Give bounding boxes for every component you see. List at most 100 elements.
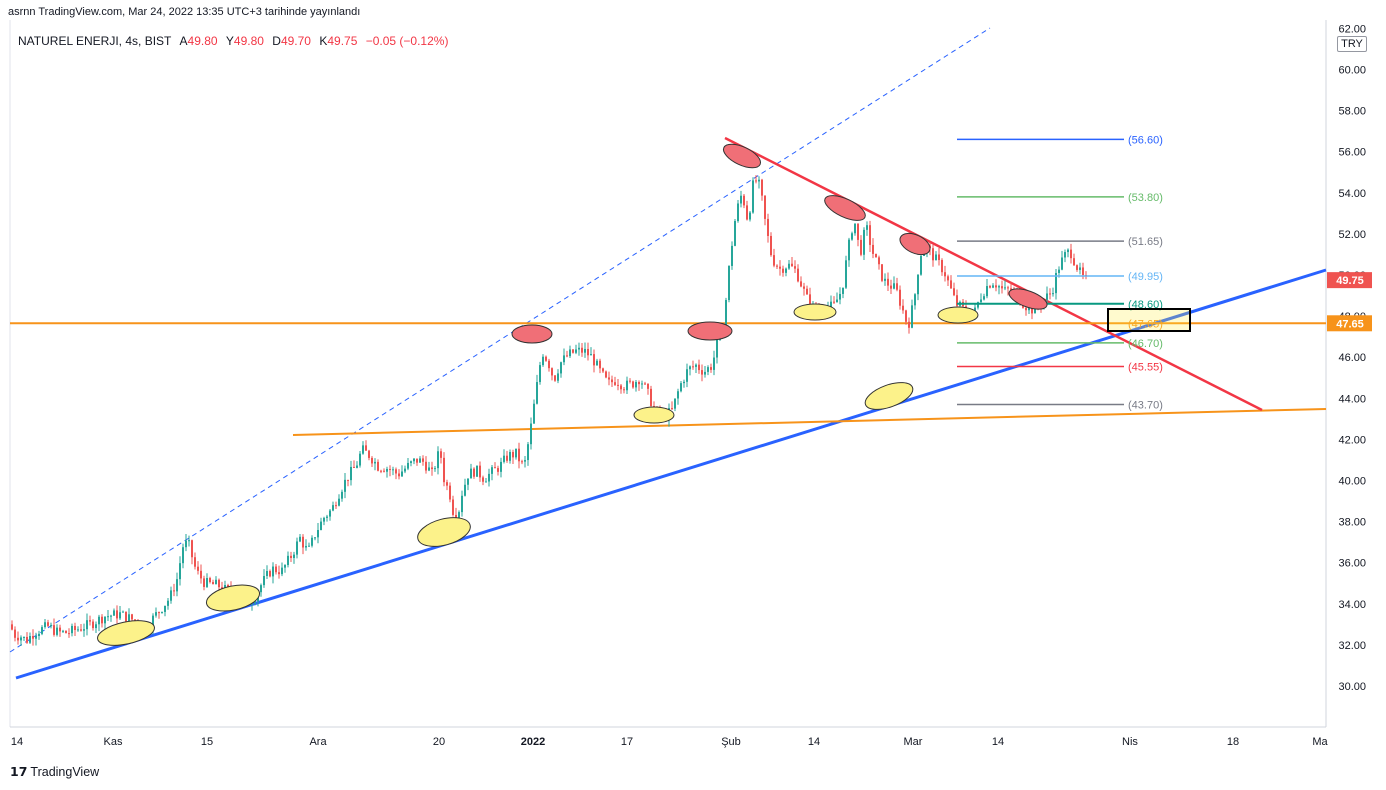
candle-body bbox=[206, 578, 208, 587]
candle-body bbox=[80, 629, 82, 631]
candle-body bbox=[56, 627, 58, 635]
candle-body bbox=[470, 468, 472, 479]
candle-body bbox=[41, 627, 43, 634]
candle-body bbox=[518, 448, 520, 462]
candle-body bbox=[287, 555, 289, 566]
candle-body bbox=[716, 339, 718, 358]
candle-body bbox=[20, 637, 22, 641]
y-tick-label: 32.00 bbox=[1338, 640, 1366, 652]
candle-body bbox=[989, 286, 991, 288]
bounce-marker bbox=[937, 306, 979, 324]
candle-body bbox=[794, 266, 796, 269]
level-label: (51.65) bbox=[1128, 236, 1163, 248]
bounce-marker bbox=[205, 584, 261, 612]
x-tick-label: 14 bbox=[808, 736, 820, 748]
candle-body bbox=[980, 299, 982, 303]
candle-body bbox=[155, 612, 157, 616]
candle-body bbox=[842, 287, 844, 294]
candle-body bbox=[767, 218, 769, 236]
candle-body bbox=[785, 268, 787, 273]
y-tick-label: 34.00 bbox=[1338, 599, 1366, 611]
candle-body bbox=[854, 223, 856, 234]
last-price-badge-text: 49.75 bbox=[1336, 275, 1364, 287]
level-label: (43.70) bbox=[1128, 399, 1163, 411]
candle-body bbox=[608, 377, 610, 380]
y-tick-label: 58.00 bbox=[1338, 106, 1366, 118]
candle-body bbox=[203, 578, 205, 587]
candle-body bbox=[389, 468, 391, 470]
candle-body bbox=[1004, 287, 1006, 289]
x-tick-label: 18 bbox=[1227, 736, 1239, 748]
candle-body bbox=[605, 371, 607, 378]
candle-body bbox=[425, 461, 427, 471]
candle-body bbox=[1055, 272, 1057, 294]
candle-body bbox=[698, 364, 700, 371]
candle-body bbox=[341, 491, 343, 499]
candle-body bbox=[932, 248, 934, 261]
x-tick-label: 14 bbox=[11, 736, 23, 748]
candle-body bbox=[692, 366, 694, 368]
candle-body bbox=[332, 505, 334, 511]
bounce-marker bbox=[97, 620, 155, 646]
low-key: D bbox=[272, 34, 281, 48]
y-tick-label: 36.00 bbox=[1338, 558, 1366, 570]
candle-body bbox=[590, 354, 592, 356]
candle-body bbox=[983, 296, 985, 300]
tradingview-logo[interactable]: 17 TradingView bbox=[10, 764, 99, 779]
candle-body bbox=[461, 495, 463, 513]
candle-body bbox=[881, 264, 883, 281]
candle-body bbox=[170, 590, 172, 601]
y-tick-label: 40.00 bbox=[1338, 476, 1366, 488]
candle-body bbox=[377, 461, 379, 471]
candle-body bbox=[701, 370, 703, 375]
candle-body bbox=[110, 615, 112, 617]
candle-body bbox=[638, 381, 640, 385]
candle-body bbox=[572, 349, 574, 353]
candle-body bbox=[215, 579, 217, 585]
candle-body bbox=[620, 385, 622, 390]
candle-body bbox=[35, 635, 37, 639]
candle-body bbox=[272, 566, 274, 577]
candle-body bbox=[299, 536, 301, 542]
candle-body bbox=[431, 467, 433, 470]
candle-body bbox=[593, 354, 595, 366]
candle-body bbox=[1082, 267, 1084, 276]
candle-body bbox=[977, 302, 979, 308]
candle-body bbox=[1052, 293, 1054, 295]
y-tick-label: 44.00 bbox=[1338, 393, 1366, 405]
candle-body bbox=[893, 283, 895, 289]
candle-body bbox=[371, 457, 373, 464]
candle-body bbox=[86, 620, 88, 630]
y-tick-label: 38.00 bbox=[1338, 517, 1366, 529]
candle-body bbox=[152, 615, 154, 628]
candle-body bbox=[26, 636, 28, 643]
candle-body bbox=[953, 288, 955, 296]
currency-label[interactable]: TRY bbox=[1337, 36, 1367, 52]
candle-body bbox=[641, 383, 643, 385]
candle-body bbox=[179, 563, 181, 580]
candle-body bbox=[47, 622, 49, 626]
level-label: (56.60) bbox=[1128, 134, 1163, 146]
pivot-high-marker bbox=[1008, 288, 1048, 310]
last-price-badge bbox=[1327, 272, 1372, 289]
candle-body bbox=[164, 605, 166, 612]
y-tick-label: 42.00 bbox=[1338, 434, 1366, 446]
candle-body bbox=[905, 310, 907, 322]
candle-body bbox=[782, 268, 784, 273]
y-tick-label: 54.00 bbox=[1338, 188, 1366, 200]
candle-body bbox=[587, 348, 589, 356]
candle-body bbox=[689, 366, 691, 370]
candle-body bbox=[494, 467, 496, 469]
candle-body bbox=[635, 381, 637, 388]
candle-body bbox=[755, 180, 757, 182]
candle-body bbox=[434, 468, 436, 470]
candle-body bbox=[209, 578, 211, 583]
candle-body bbox=[338, 498, 340, 506]
candle-body bbox=[485, 481, 487, 483]
candle-body bbox=[320, 521, 322, 531]
candle-body bbox=[410, 461, 412, 463]
candle-body bbox=[89, 620, 91, 622]
level-price-badge bbox=[1327, 315, 1372, 332]
candle-body bbox=[407, 462, 409, 469]
